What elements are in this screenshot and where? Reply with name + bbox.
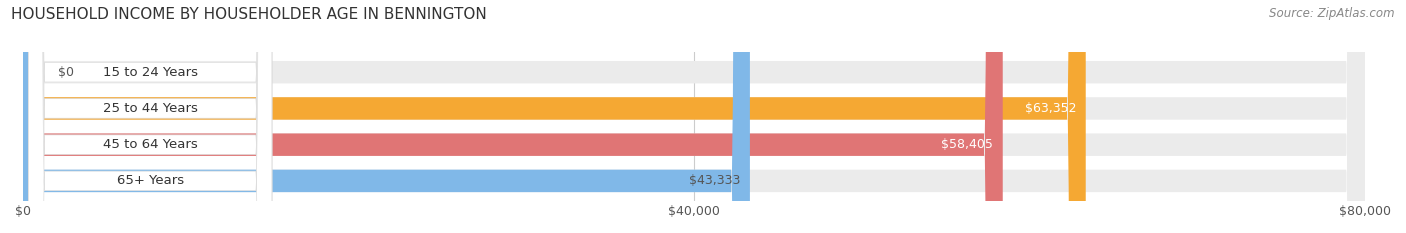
FancyBboxPatch shape [28,0,271,233]
Text: 45 to 64 Years: 45 to 64 Years [103,138,198,151]
Text: Source: ZipAtlas.com: Source: ZipAtlas.com [1270,7,1395,20]
FancyBboxPatch shape [28,0,271,233]
Text: 15 to 24 Years: 15 to 24 Years [103,66,198,79]
Text: HOUSEHOLD INCOME BY HOUSEHOLDER AGE IN BENNINGTON: HOUSEHOLD INCOME BY HOUSEHOLDER AGE IN B… [11,7,486,22]
FancyBboxPatch shape [22,0,1365,233]
Text: $0: $0 [58,66,73,79]
FancyBboxPatch shape [22,0,1365,233]
Text: 25 to 44 Years: 25 to 44 Years [103,102,198,115]
FancyBboxPatch shape [28,0,271,233]
Text: 65+ Years: 65+ Years [117,175,184,187]
Text: $43,333: $43,333 [689,175,741,187]
FancyBboxPatch shape [28,0,271,233]
FancyBboxPatch shape [22,0,1085,233]
FancyBboxPatch shape [22,0,1002,233]
FancyBboxPatch shape [22,0,749,233]
Text: $58,405: $58,405 [942,138,994,151]
FancyBboxPatch shape [22,0,1365,233]
FancyBboxPatch shape [22,0,1365,233]
Text: $63,352: $63,352 [1025,102,1077,115]
